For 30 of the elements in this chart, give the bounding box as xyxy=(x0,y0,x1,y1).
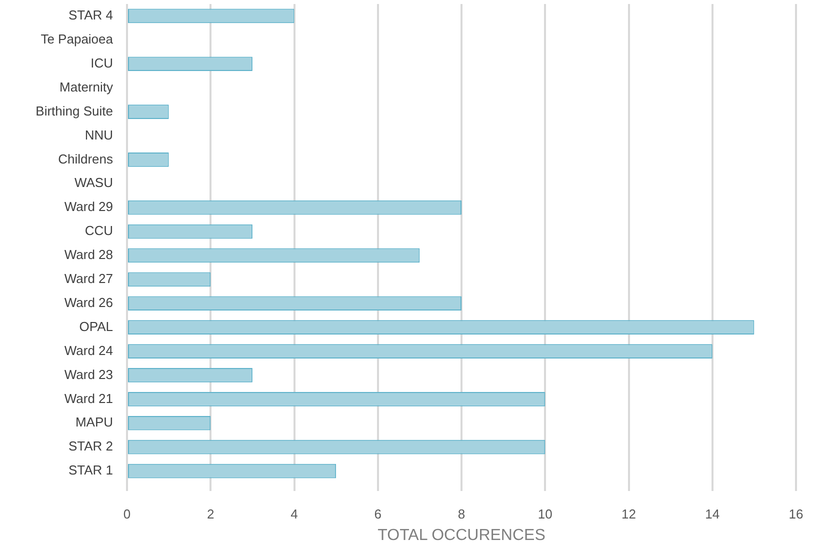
y-tick-label: STAR 2 xyxy=(68,438,113,454)
y-tick-label: Ward 29 xyxy=(64,199,113,214)
y-tick-label: Ward 27 xyxy=(64,271,113,286)
x-tick-label: 4 xyxy=(290,506,298,522)
x-tick-label: 0 xyxy=(123,506,131,522)
y-tick-label: OPAL xyxy=(79,318,113,334)
y-tick-label: Ward 23 xyxy=(64,366,113,382)
y-tick-label: Childrens xyxy=(58,151,114,166)
y-tick-label: Birthing Suite xyxy=(36,103,113,118)
x-tick-label: 2 xyxy=(207,506,214,522)
x-tick-label: 12 xyxy=(622,506,636,522)
y-tick-label: STAR 4 xyxy=(68,8,113,23)
y-tick-label: NNU xyxy=(84,127,113,142)
x-tick-label: 14 xyxy=(705,506,720,522)
x-tick-label: 10 xyxy=(538,506,552,522)
x-tick-label: 6 xyxy=(374,506,382,522)
y-tick-label: Maternity xyxy=(60,79,114,94)
y-tick-label: ICU xyxy=(90,55,113,70)
y-tick-label: Te Papaioea xyxy=(40,32,114,47)
y-tick-label: WASU xyxy=(74,175,113,190)
x-tick-label: 16 xyxy=(788,506,804,522)
y-tick-label: STAR 1 xyxy=(68,462,113,478)
y-tick-label: Ward 24 xyxy=(64,342,113,358)
x-axis-title: TOTAL OCCURENCES xyxy=(378,526,546,544)
y-tick-label: CCU xyxy=(84,223,113,238)
x-tick-label: 8 xyxy=(458,506,466,522)
y-tick-label: Ward 28 xyxy=(64,247,113,262)
y-tick-label: MAPU xyxy=(75,414,113,430)
y-tick-label: Ward 26 xyxy=(64,294,113,310)
y-tick-label: Ward 21 xyxy=(64,390,113,406)
